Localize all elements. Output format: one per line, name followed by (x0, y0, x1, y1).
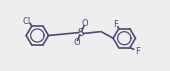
Text: Cl: Cl (22, 17, 30, 26)
Text: F: F (135, 47, 140, 56)
Text: O: O (73, 38, 80, 47)
Text: O: O (82, 19, 88, 28)
Text: F: F (113, 20, 118, 29)
Text: S: S (78, 28, 84, 38)
